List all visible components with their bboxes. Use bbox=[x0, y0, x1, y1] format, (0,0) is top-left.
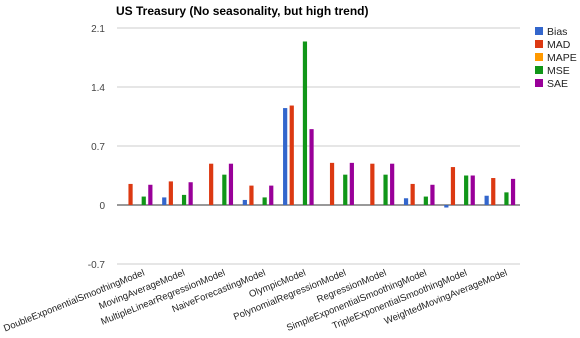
bar-mad-8 bbox=[450, 167, 456, 205]
bar-mse-5 bbox=[343, 174, 348, 205]
y-tick-label: 2.1 bbox=[91, 24, 105, 35]
legend-label-bias: Bias bbox=[547, 26, 567, 38]
y-tick-label: 1.4 bbox=[91, 83, 105, 94]
bar-mad-7 bbox=[410, 183, 415, 205]
bar-mse-1 bbox=[181, 194, 187, 205]
y-tick-label: -0.7 bbox=[88, 260, 106, 271]
bar-bias-3 bbox=[242, 199, 247, 205]
chart-title: US Treasury (No seasonality, but high tr… bbox=[116, 4, 369, 18]
bar-mse-4 bbox=[302, 41, 308, 205]
bar-sae-9 bbox=[510, 178, 516, 205]
gridlines bbox=[117, 27, 520, 265]
bar-mad-3 bbox=[249, 185, 254, 205]
bar-sae-5 bbox=[349, 162, 354, 205]
y-axis-ticks: 2.1 1.4 0.7 0 -0.7 bbox=[88, 24, 106, 271]
bar-mse-7 bbox=[423, 196, 428, 205]
legend-swatch-mape bbox=[535, 53, 543, 61]
legend-label-mad: MAD bbox=[547, 39, 571, 51]
bar-sae-6 bbox=[390, 163, 395, 205]
bar-sae-2 bbox=[228, 163, 234, 205]
bar-mad-1 bbox=[168, 181, 173, 205]
bar-mad-0 bbox=[128, 183, 133, 205]
y-tick-label: 0.7 bbox=[91, 142, 105, 153]
bars bbox=[128, 41, 516, 208]
bar-mse-2 bbox=[222, 174, 227, 205]
bar-sae-1 bbox=[188, 182, 193, 205]
bar-sae-4 bbox=[309, 129, 314, 205]
bar-mse-8 bbox=[464, 175, 469, 205]
bar-mad-6 bbox=[370, 163, 375, 205]
bar-bias-4 bbox=[283, 108, 288, 205]
bar-sae-8 bbox=[470, 175, 475, 205]
bar-mse-6 bbox=[383, 174, 388, 205]
bar-bias-1 bbox=[162, 197, 167, 205]
legend-label-sae: SAE bbox=[547, 78, 568, 90]
bar-mad-2 bbox=[209, 163, 214, 205]
bar-mad-5 bbox=[329, 162, 335, 205]
bar-mse-9 bbox=[504, 192, 509, 205]
bar-mad-9 bbox=[491, 178, 496, 205]
bar-sae-0 bbox=[148, 184, 153, 205]
bar-sae-7 bbox=[430, 184, 435, 205]
legend-swatch-bias bbox=[535, 27, 543, 35]
legend-swatch-sae bbox=[535, 79, 543, 87]
bar-mse-0 bbox=[141, 196, 146, 205]
y-tick-label: 0 bbox=[99, 201, 105, 212]
bar-bias-8 bbox=[444, 205, 449, 208]
legend-label-mape: MAPE bbox=[547, 52, 577, 64]
legend-label-mse: MSE bbox=[547, 65, 570, 77]
legend-swatch-mse bbox=[535, 66, 543, 74]
x-axis-labels: DoubleExponentialSmoothingModelMovingAve… bbox=[2, 268, 509, 335]
bar-bias-7 bbox=[403, 198, 409, 205]
bar-sae-3 bbox=[269, 185, 274, 205]
bar-mse-3 bbox=[262, 197, 267, 205]
legend-swatch-mad bbox=[535, 40, 543, 48]
bar-mad-4 bbox=[289, 105, 294, 205]
bar-bias-9 bbox=[484, 195, 489, 205]
